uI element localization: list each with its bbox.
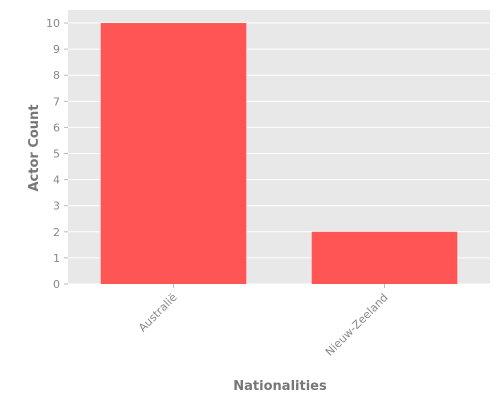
- y-tick-label: 5: [53, 148, 60, 161]
- bars: [100, 23, 458, 285]
- y-tick-label: 4: [53, 174, 60, 187]
- y-axis-title: Actor Count: [27, 104, 42, 191]
- y-axis-ticks: 0 1 2 3 4 5 6 7 8 9 10: [46, 17, 68, 291]
- y-tick-label: 1: [53, 252, 60, 265]
- y-tick-label: 10: [46, 17, 60, 30]
- bar: [311, 231, 458, 284]
- y-tick-label: 7: [53, 95, 60, 108]
- y-tick-label: 3: [53, 200, 60, 213]
- y-tick-label: 0: [53, 278, 60, 291]
- x-tick-label: Nieuw-Zeeland: [323, 291, 391, 359]
- bar: [100, 23, 247, 285]
- y-tick-label: 8: [53, 69, 60, 82]
- x-axis-ticks: Australië Nieuw-Zeeland: [136, 284, 391, 359]
- y-tick-label: 2: [53, 226, 60, 239]
- y-tick-label: 9: [53, 43, 60, 56]
- x-axis-title: Nationalities: [233, 379, 327, 394]
- y-tick-label: 6: [53, 121, 60, 134]
- x-tick-label: Australië: [136, 291, 180, 335]
